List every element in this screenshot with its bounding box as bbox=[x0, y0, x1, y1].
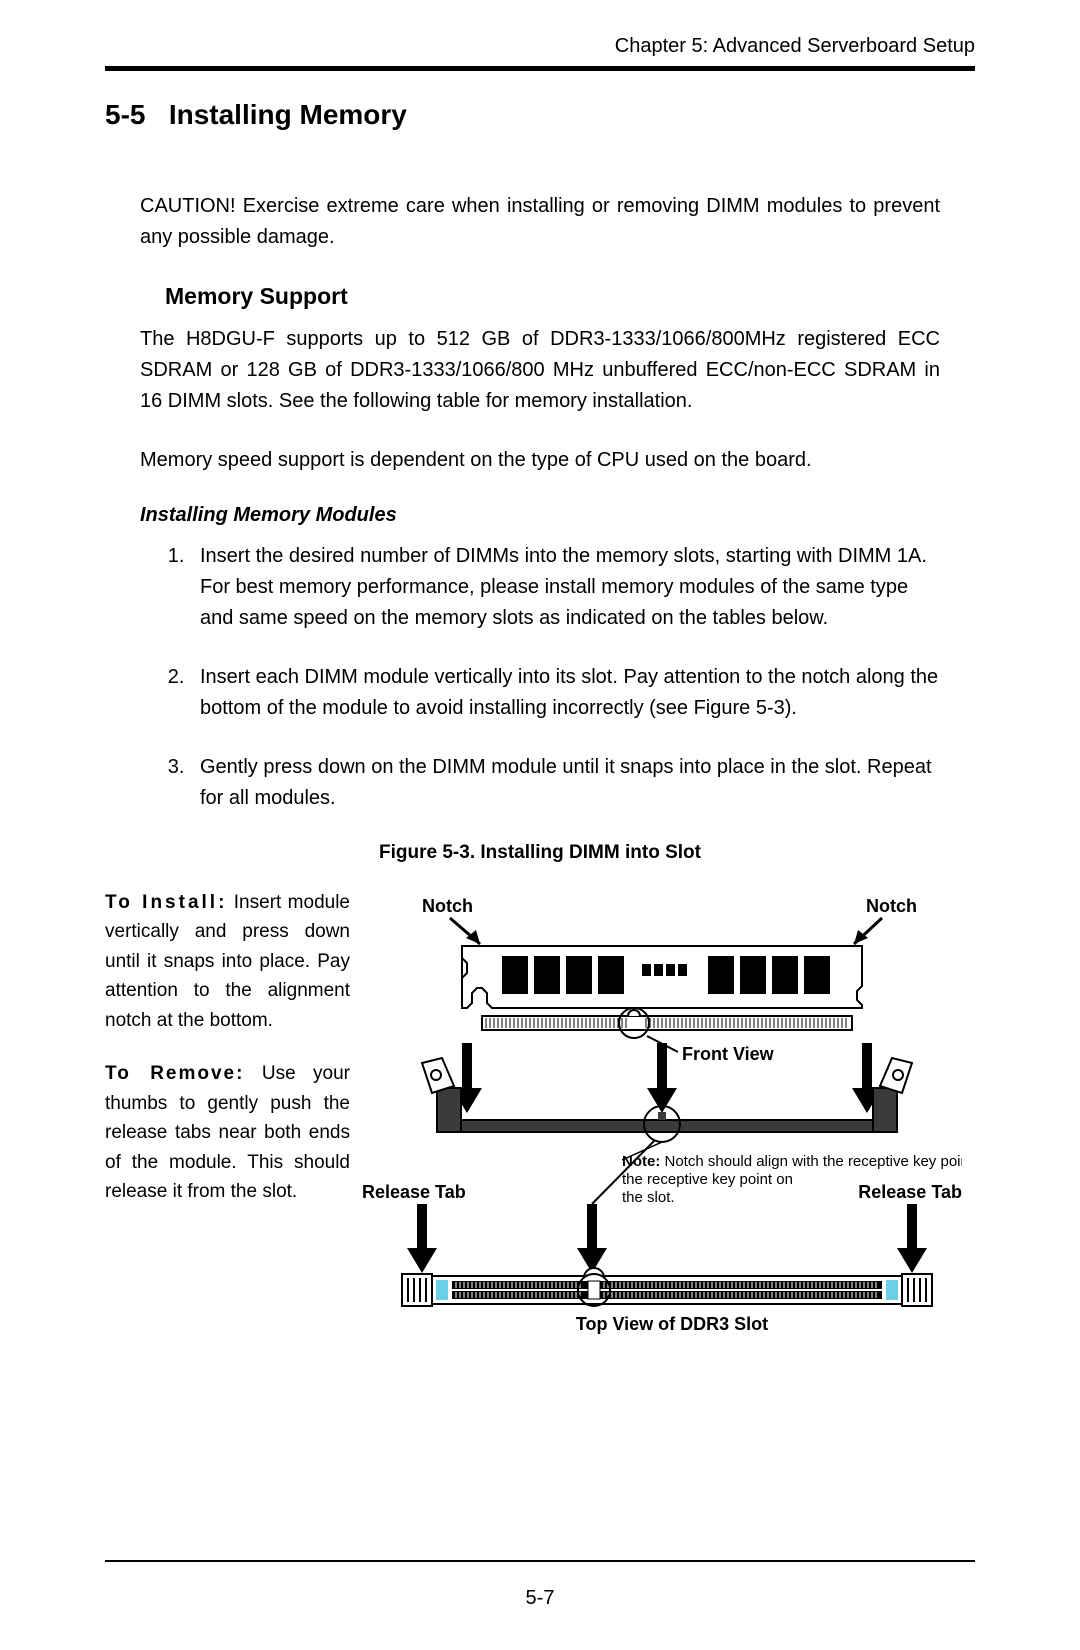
remove-paragraph: To Remove: Use your thumbs to gently pus… bbox=[105, 1059, 350, 1206]
figure-left-text: To Install: Insert module vertically and… bbox=[105, 888, 350, 1338]
release-tab-left-label: Release Tab bbox=[362, 1182, 466, 1202]
installing-modules-heading: Installing Memory Modules bbox=[105, 504, 975, 527]
page-number: 5-7 bbox=[0, 1587, 1080, 1610]
step-item: Gently press down on the DIMM module unt… bbox=[190, 752, 940, 814]
release-arrows-icon bbox=[407, 1204, 927, 1273]
step-item: Insert the desired number of DIMMs into … bbox=[190, 541, 940, 634]
front-view-label: Front View bbox=[682, 1044, 775, 1064]
subsection-heading: Memory Support bbox=[105, 283, 975, 310]
figure-caption: Figure 5-3. Installing DIMM into Slot bbox=[105, 842, 975, 864]
figure-diagram: Notch Notch bbox=[362, 888, 965, 1338]
down-arrows-icon bbox=[452, 1043, 882, 1113]
header-rule bbox=[105, 66, 975, 71]
section-number: 5-5 bbox=[105, 99, 145, 130]
note-line3: the slot. bbox=[622, 1189, 675, 1206]
note-line2: the receptive key point on bbox=[622, 1171, 793, 1188]
notch-label-left: Notch bbox=[422, 896, 473, 916]
footer-rule bbox=[105, 1560, 975, 1562]
memory-support-p1: The H8DGU-F supports up to 512 GB of DDR… bbox=[105, 324, 975, 417]
section-heading: 5-5 Installing Memory bbox=[105, 99, 975, 131]
install-paragraph: To Install: Insert module vertically and… bbox=[105, 888, 350, 1035]
caution-text: CAUTION! Exercise extreme care when inst… bbox=[105, 191, 975, 253]
dimm-module-icon bbox=[462, 946, 862, 1008]
remove-label: To Remove: bbox=[105, 1063, 244, 1084]
step-item: Insert each DIMM module vertically into … bbox=[190, 662, 940, 724]
section-title: Installing Memory bbox=[169, 99, 407, 130]
note-line: Note: Notch should align with the recept… bbox=[622, 1153, 962, 1170]
notch-label-right: Notch bbox=[866, 896, 917, 916]
steps-list: Insert the desired number of DIMMs into … bbox=[105, 541, 940, 814]
install-label: To Install: bbox=[105, 892, 227, 913]
top-view-label: Top View of DDR3 Slot bbox=[576, 1314, 768, 1334]
release-tab-right-label: Release Tab bbox=[858, 1182, 962, 1202]
slot-top-view-icon bbox=[402, 1268, 932, 1306]
memory-support-p2: Memory speed support is dependent on the… bbox=[105, 445, 975, 476]
chapter-header: Chapter 5: Advanced Serverboard Setup bbox=[105, 35, 975, 58]
dimm-pins-icon bbox=[482, 1010, 852, 1030]
figure-area: To Install: Insert module vertically and… bbox=[105, 888, 975, 1338]
